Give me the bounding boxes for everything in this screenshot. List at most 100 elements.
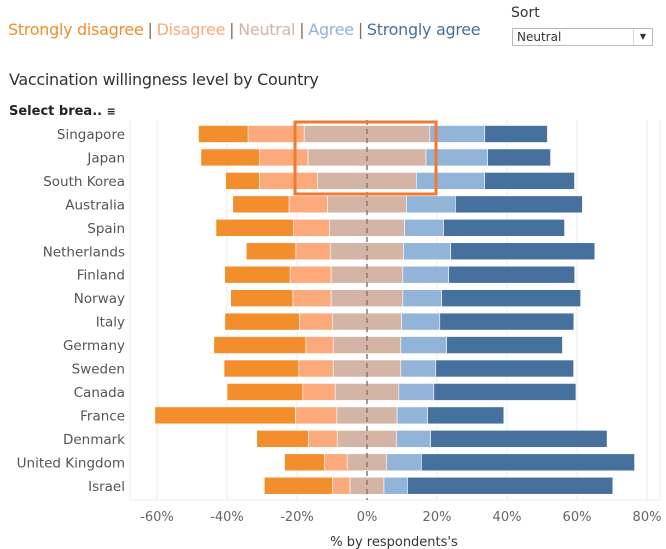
legend-separator: | [299, 20, 305, 39]
bar-strongly-agree [450, 242, 596, 261]
bar-strongly-disagree [263, 476, 333, 495]
bar-strongly-disagree [224, 312, 300, 331]
sort-icon[interactable]: ≡ [106, 105, 116, 118]
bar-agree [402, 289, 443, 307]
x-tick-label: 60% [563, 510, 592, 525]
x-tick-label: 40% [493, 510, 522, 525]
legend-neutral[interactable]: Neutral [238, 20, 296, 39]
country-label: France [80, 408, 125, 424]
bar-disagree [259, 148, 309, 167]
bar-agree [429, 125, 486, 143]
color-legend: Strongly disagree | Disagree | Neutral | Agree… [8, 20, 481, 39]
country-label: Denmark [63, 432, 125, 448]
bar-agree [401, 312, 441, 331]
bar-strongly-disagree [256, 430, 309, 448]
bar-agree [416, 172, 485, 190]
bar-disagree [298, 359, 334, 378]
sort-label: Sort [511, 5, 540, 21]
bar-strongly-disagree [215, 219, 294, 237]
x-tick-label: -40% [210, 510, 244, 525]
sort-dropdown[interactable]: Neutral ▼ [512, 28, 653, 46]
bar-agree [396, 430, 432, 448]
legend-agree[interactable]: Agree [308, 20, 354, 39]
highlight-box [293, 120, 438, 196]
bar-agree [398, 383, 435, 401]
bar-disagree [293, 219, 330, 237]
country-label: Canada [74, 385, 125, 401]
bar-agree [406, 195, 456, 214]
bar-strongly-agree [407, 476, 614, 495]
bar-agree [386, 453, 422, 472]
x-tick-label: -60% [140, 510, 174, 525]
bar-strongly-agree [484, 172, 575, 190]
bar-strongly-disagree [284, 453, 325, 472]
legend-disagree[interactable]: Disagree [156, 20, 226, 39]
country-label: United Kingdom [17, 455, 125, 471]
bar-strongly-disagree [230, 289, 294, 307]
bar-disagree [292, 289, 332, 307]
bar-strongly-disagree [232, 195, 290, 214]
country-label: Spain [87, 221, 125, 237]
chart-title: Vaccination willingness level by Country [9, 70, 319, 89]
country-label: Israel [88, 479, 125, 495]
bar-disagree [305, 336, 334, 354]
bar-strongly-disagree [225, 172, 260, 190]
bar-strongly-agree [484, 125, 548, 143]
sort-selected-value: Neutral [517, 30, 562, 44]
country-label: Sweden [72, 362, 125, 378]
legend-separator: | [147, 20, 153, 39]
bar-disagree [259, 172, 318, 190]
x-tick-label: -20% [280, 510, 314, 525]
bar-strongly-agree [421, 453, 635, 472]
country-label: Germany [63, 338, 125, 354]
bar-strongly-disagree [200, 148, 261, 167]
country-label: Netherlands [43, 244, 125, 260]
bar-strongly-agree [427, 406, 505, 425]
bar-disagree [308, 430, 338, 448]
legend-separator: | [357, 20, 363, 39]
bar-strongly-disagree [198, 125, 249, 143]
bar-strongly-disagree [223, 359, 300, 378]
country-label: Australia [65, 197, 125, 213]
select-break-header[interactable]: Select brea.. ≡ [9, 104, 116, 119]
x-tick-label: 0% [357, 510, 378, 525]
bar-agree [400, 336, 447, 354]
country-label: Norway [74, 291, 125, 307]
bar-strongly-disagree [224, 265, 291, 284]
country-label: Italy [96, 315, 125, 331]
bar-agree [404, 219, 444, 237]
bar-strongly-disagree [226, 383, 304, 401]
bar-strongly-agree [443, 219, 565, 237]
bar-strongly-agree [448, 265, 576, 284]
bar-disagree [295, 242, 331, 261]
dropdown-arrow-icon[interactable]: ▼ [633, 29, 652, 45]
country-label: Finland [77, 268, 125, 284]
x-axis-title: % by respondents's [330, 535, 458, 549]
bar-disagree [324, 453, 348, 472]
country-label: South Korea [43, 174, 125, 190]
legend-strongly-agree[interactable]: Strongly agree [366, 20, 481, 39]
bar-strongly-agree [430, 430, 608, 448]
bar-agree [402, 265, 450, 284]
bar-strongly-agree [433, 383, 577, 401]
x-tick-label: 80% [633, 510, 662, 525]
legend-separator: | [229, 20, 235, 39]
bar-strongly-agree [446, 336, 563, 354]
x-tick-label: 20% [423, 510, 452, 525]
bar-agree [403, 242, 451, 261]
bar-strongly-disagree [213, 336, 307, 354]
bar-disagree [289, 265, 332, 284]
bar-strongly-disagree [154, 406, 296, 425]
bar-agree [396, 406, 428, 425]
bar-strongly-agree [487, 148, 551, 167]
bar-strongly-agree [455, 195, 583, 214]
bar-agree [400, 359, 437, 378]
bar-strongly-agree [439, 312, 575, 331]
bar-disagree [299, 312, 333, 331]
country-label: Singapore [57, 127, 125, 143]
bar-agree [383, 476, 408, 495]
legend-strongly-disagree[interactable]: Strongly disagree [8, 20, 144, 39]
bar-disagree [295, 406, 338, 425]
bar-disagree [288, 195, 328, 214]
